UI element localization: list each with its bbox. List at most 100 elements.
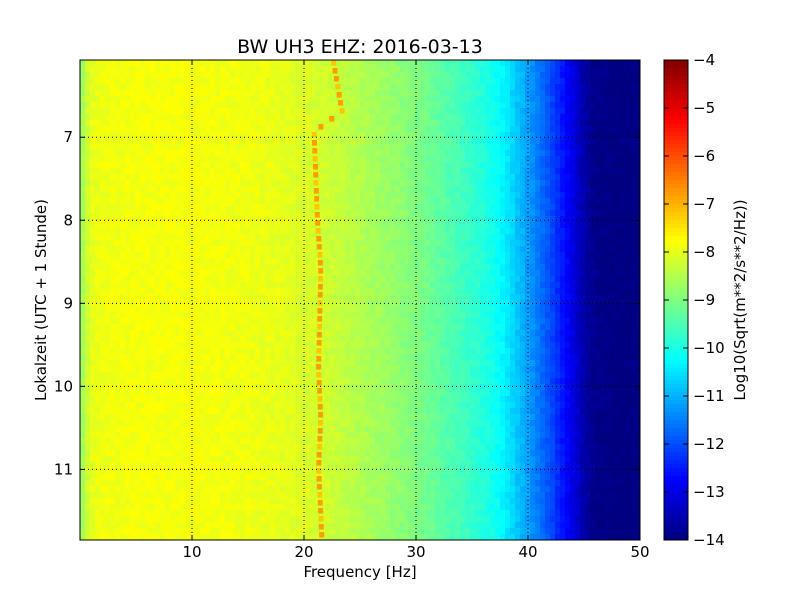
heatmap-cell — [175, 72, 181, 79]
heatmap-cell — [360, 126, 366, 133]
heatmap-cell — [430, 132, 436, 139]
heatmap-cell — [395, 234, 401, 241]
heatmap-cell — [110, 66, 116, 73]
heatmap-cell — [570, 66, 576, 73]
heatmap-cell — [95, 96, 101, 103]
heatmap-cell — [335, 198, 341, 205]
heatmap-cell — [585, 306, 591, 313]
heatmap-cell — [375, 90, 381, 97]
heatmap-cell — [595, 150, 601, 157]
heatmap-cell — [210, 72, 216, 79]
heatmap-cell — [570, 180, 576, 187]
heatmap-cell — [420, 246, 426, 253]
heatmap-cell — [120, 288, 126, 295]
heatmap-cell — [150, 216, 156, 223]
heatmap-cell — [195, 258, 201, 265]
heatmap-cell — [130, 168, 136, 175]
heatmap-cell — [445, 222, 451, 229]
heatmap-cell — [540, 156, 546, 163]
heatmap-cell — [465, 150, 471, 157]
heatmap-cell — [100, 282, 106, 289]
heatmap-cell — [105, 84, 111, 91]
heatmap-cell — [235, 174, 241, 181]
heatmap-cell — [225, 246, 231, 253]
heatmap-cell — [370, 312, 376, 319]
heatmap-cell — [590, 150, 596, 157]
heatmap-cell — [265, 90, 271, 97]
heatmap-cell — [285, 216, 291, 223]
heatmap-cell — [495, 204, 501, 211]
heatmap-cell — [555, 204, 561, 211]
heatmap-cell — [100, 72, 106, 79]
heatmap-cell — [510, 186, 516, 193]
heatmap-cell — [455, 240, 461, 247]
heatmap-cell — [350, 258, 356, 265]
heatmap-cell — [190, 144, 196, 151]
heatmap-cell — [635, 66, 641, 73]
heatmap-cell — [195, 180, 201, 187]
heatmap-cell — [95, 234, 101, 241]
heatmap-cell — [635, 312, 641, 319]
heatmap-cell — [220, 246, 226, 253]
heatmap-cell — [550, 222, 556, 229]
heatmap-cell — [280, 186, 286, 193]
heatmap-cell — [195, 192, 201, 199]
heatmap-cell — [360, 162, 366, 169]
heatmap-cell — [465, 192, 471, 199]
heatmap-cell — [630, 132, 636, 139]
heatmap-cell — [445, 288, 451, 295]
heatmap-cell — [430, 210, 436, 217]
heatmap-cell — [285, 84, 291, 91]
heatmap-cell — [380, 132, 386, 139]
heatmap-cell — [260, 156, 266, 163]
heatmap-cell — [545, 222, 551, 229]
heatmap-cell — [465, 84, 471, 91]
heatmap-cell — [115, 222, 121, 229]
heatmap-cell — [465, 102, 471, 109]
heatmap-cell — [385, 246, 391, 253]
heatmap-cell — [535, 276, 541, 283]
heatmap-cell — [295, 144, 301, 151]
heatmap-cell — [95, 294, 101, 301]
heatmap-cell — [275, 60, 281, 67]
heatmap-cell — [525, 114, 531, 121]
heatmap-cell — [210, 264, 216, 271]
heatmap-cell — [620, 204, 626, 211]
heatmap-cell — [620, 96, 626, 103]
heatmap-cell — [510, 120, 516, 127]
heatmap-cell — [235, 138, 241, 145]
heatmap-cell — [220, 120, 226, 127]
heatmap-cell — [185, 210, 191, 217]
heatmap-cell — [230, 228, 236, 235]
heatmap-cell — [560, 138, 566, 145]
heatmap-cell — [235, 264, 241, 271]
heatmap-cell — [615, 240, 621, 247]
heatmap-cell — [210, 252, 216, 259]
heatmap-cell — [495, 186, 501, 193]
heatmap-cell — [500, 264, 506, 271]
heatmap-cell — [520, 150, 526, 157]
heatmap-cell — [455, 312, 461, 319]
heatmap-cell — [455, 138, 461, 145]
heatmap-cell — [400, 252, 406, 259]
heatmap-cell — [330, 84, 336, 91]
heatmap-cell — [160, 294, 166, 301]
heatmap-cell — [355, 294, 361, 301]
heatmap-cell — [215, 102, 221, 109]
heatmap-cell — [210, 240, 216, 247]
heatmap-cell — [380, 204, 386, 211]
heatmap-cell — [80, 138, 86, 145]
heatmap-cell — [390, 282, 396, 289]
heatmap-cell — [335, 96, 341, 103]
heatmap-cell — [490, 78, 496, 85]
heatmap-cell — [625, 66, 631, 73]
heatmap-cell — [365, 168, 371, 175]
heatmap-cell — [475, 192, 481, 199]
heatmap-cell — [385, 114, 391, 121]
heatmap-cell — [105, 168, 111, 175]
heatmap-cell — [275, 174, 281, 181]
heatmap-cell — [440, 84, 446, 91]
heatmap-cell — [470, 114, 476, 121]
heatmap-cell — [435, 102, 441, 109]
heatmap-cell — [185, 168, 191, 175]
